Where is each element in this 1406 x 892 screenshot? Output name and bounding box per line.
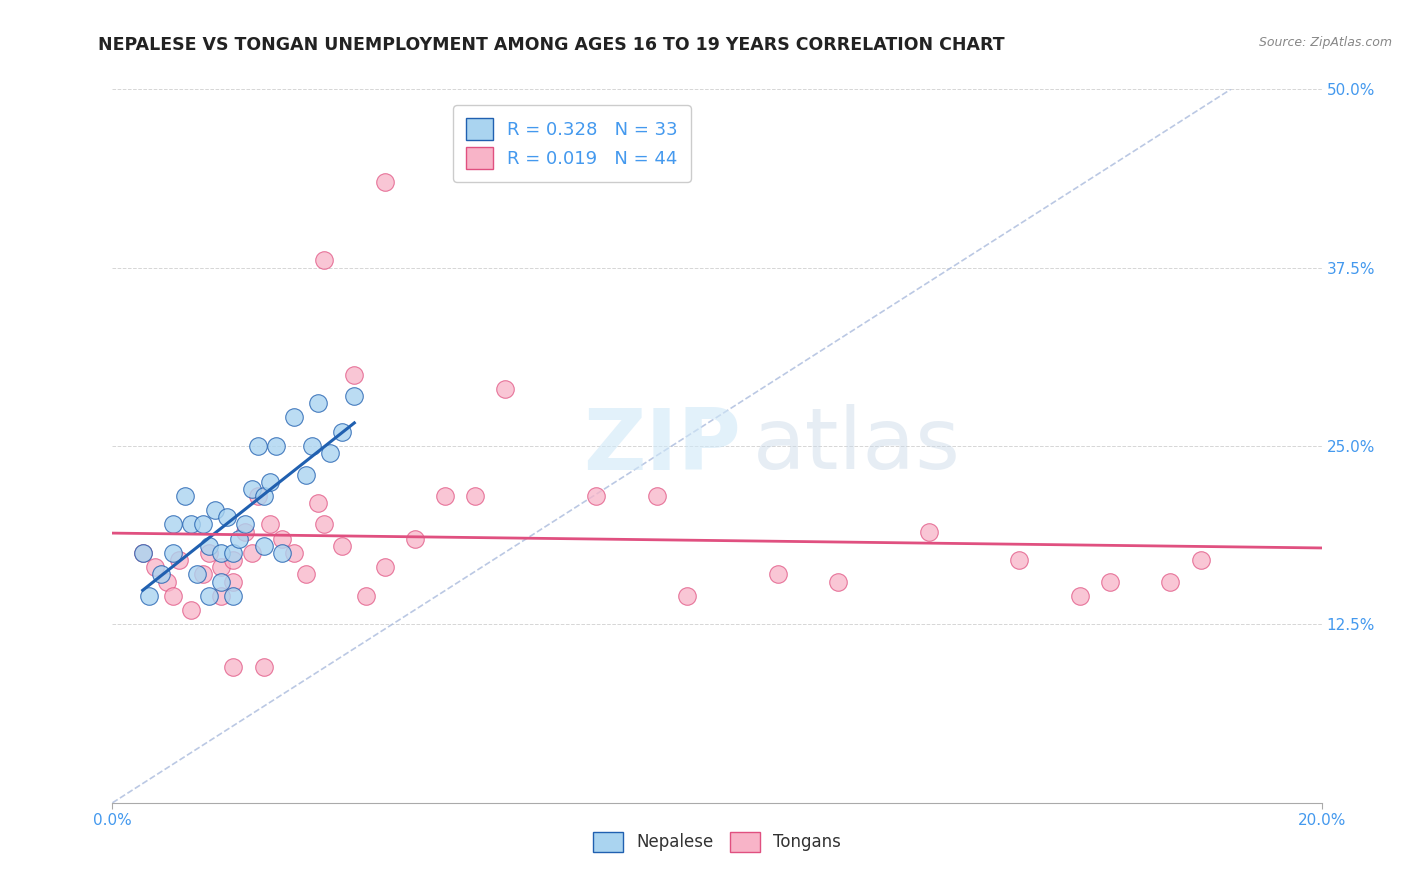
Point [167,553,190,567]
Point [295,467,318,482]
Point [191,567,214,582]
Point [222,546,245,560]
Point [464,489,486,503]
Point [228,532,250,546]
Point [585,489,607,503]
Point [259,475,281,489]
Point [132,546,155,560]
Point [246,439,269,453]
Point [1098,574,1121,589]
Point [149,567,172,582]
Point [222,574,245,589]
Point [1069,589,1091,603]
Point [198,539,221,553]
Point [132,546,155,560]
Point [259,517,281,532]
Point [204,503,226,517]
Point [343,389,366,403]
Point [307,496,329,510]
Point [766,567,789,582]
Point [433,489,456,503]
Text: NEPALESE VS TONGAN UNEMPLOYMENT AMONG AGES 16 TO 19 YEARS CORRELATION CHART: NEPALESE VS TONGAN UNEMPLOYMENT AMONG AG… [98,36,1005,54]
Point [314,253,336,268]
Point [235,524,257,539]
Text: ZIP: ZIP [583,404,741,488]
Point [827,574,849,589]
Point [270,546,292,560]
Point [246,489,269,503]
Point [675,589,697,603]
Point [222,589,245,603]
Point [156,574,179,589]
Point [1159,574,1181,589]
Point [209,546,232,560]
Point [270,532,292,546]
Point [253,539,276,553]
Point [217,510,239,524]
Point [240,482,263,496]
Point [180,603,202,617]
Point [330,425,353,439]
Point [1008,553,1031,567]
Point [918,524,941,539]
Point [295,567,318,582]
Point [198,589,221,603]
Point [283,546,305,560]
Point [174,489,197,503]
Point [138,589,160,603]
Point [314,517,336,532]
Point [283,410,305,425]
Point [374,560,396,574]
Point [264,439,287,453]
Point [319,446,342,460]
Legend: Nepalese, Tongans: Nepalese, Tongans [586,825,848,859]
Text: atlas: atlas [754,404,962,488]
Point [162,589,184,603]
Point [186,567,208,582]
Point [235,517,257,532]
Point [162,546,184,560]
Point [222,553,245,567]
Point [191,517,214,532]
Point [209,589,232,603]
Text: Source: ZipAtlas.com: Source: ZipAtlas.com [1258,36,1392,49]
Point [356,589,378,603]
Point [240,546,263,560]
Point [143,560,166,574]
Point [222,660,245,674]
Point [209,574,232,589]
Point [307,396,329,410]
Point [343,368,366,382]
Point [330,539,353,553]
Point [1189,553,1212,567]
Point [253,489,276,503]
Point [374,175,396,189]
Point [495,382,517,396]
Point [253,660,276,674]
Point [645,489,668,503]
Point [180,517,202,532]
Point [404,532,426,546]
Point [162,517,184,532]
Point [198,546,221,560]
Point [209,560,232,574]
Point [301,439,323,453]
